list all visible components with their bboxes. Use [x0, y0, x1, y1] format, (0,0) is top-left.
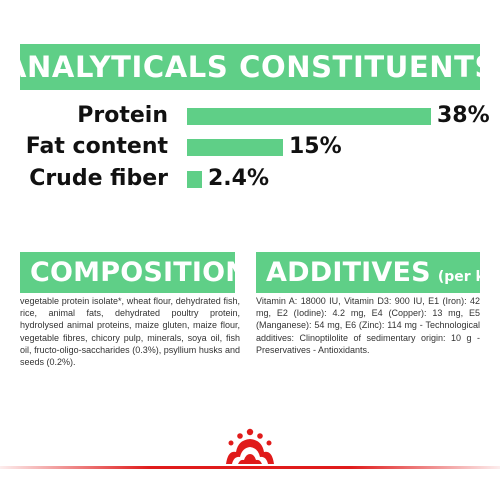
additives-subtitle: (per kg): [437, 268, 500, 285]
additives-text: Vitamin A: 18000 IU, Vitamin D3: 900 IU,…: [256, 296, 480, 355]
composition-text: vegetable protein isolate*, wheat flour,…: [20, 296, 240, 368]
constituent-row-fat: Fat content 15%: [0, 131, 500, 163]
constituent-bar: [187, 171, 202, 188]
footer-divider: [0, 466, 500, 469]
constituent-label: Fat content: [25, 134, 168, 159]
constituent-value: 38%: [437, 103, 490, 128]
royal-canin-crown-icon: [226, 428, 274, 464]
additives-banner: ADDITIVES (per kg): [256, 252, 500, 293]
analytical-constituents-banner: ANALYTICALS CONSTITUENTS: [4, 44, 495, 90]
page-title: ANALYTICALS CONSTITUENTS: [3, 50, 497, 84]
constituent-label: Protein: [77, 103, 168, 128]
constituent-row-protein: Protein 38%: [0, 100, 500, 132]
constituent-row-fiber: Crude fiber 2.4%: [0, 163, 500, 195]
constituent-bar: [187, 108, 431, 125]
constituent-value: 2.4%: [208, 166, 270, 191]
constituent-label: Crude fiber: [29, 166, 168, 191]
composition-title: COMPOSITION: [30, 257, 249, 288]
additives-title: ADDITIVES: [266, 257, 431, 288]
constituents-list: Protein 38% Fat content 15% Crude fiber …: [0, 100, 500, 200]
composition-banner: COMPOSITION: [20, 252, 248, 293]
footer: [0, 426, 500, 476]
constituent-value: 15%: [289, 134, 342, 159]
constituent-bar: [187, 139, 283, 156]
